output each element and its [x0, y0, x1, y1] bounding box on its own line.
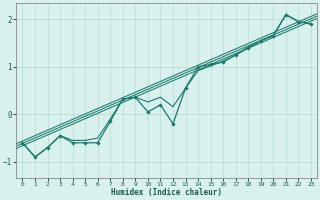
X-axis label: Humidex (Indice chaleur): Humidex (Indice chaleur)	[111, 188, 222, 197]
